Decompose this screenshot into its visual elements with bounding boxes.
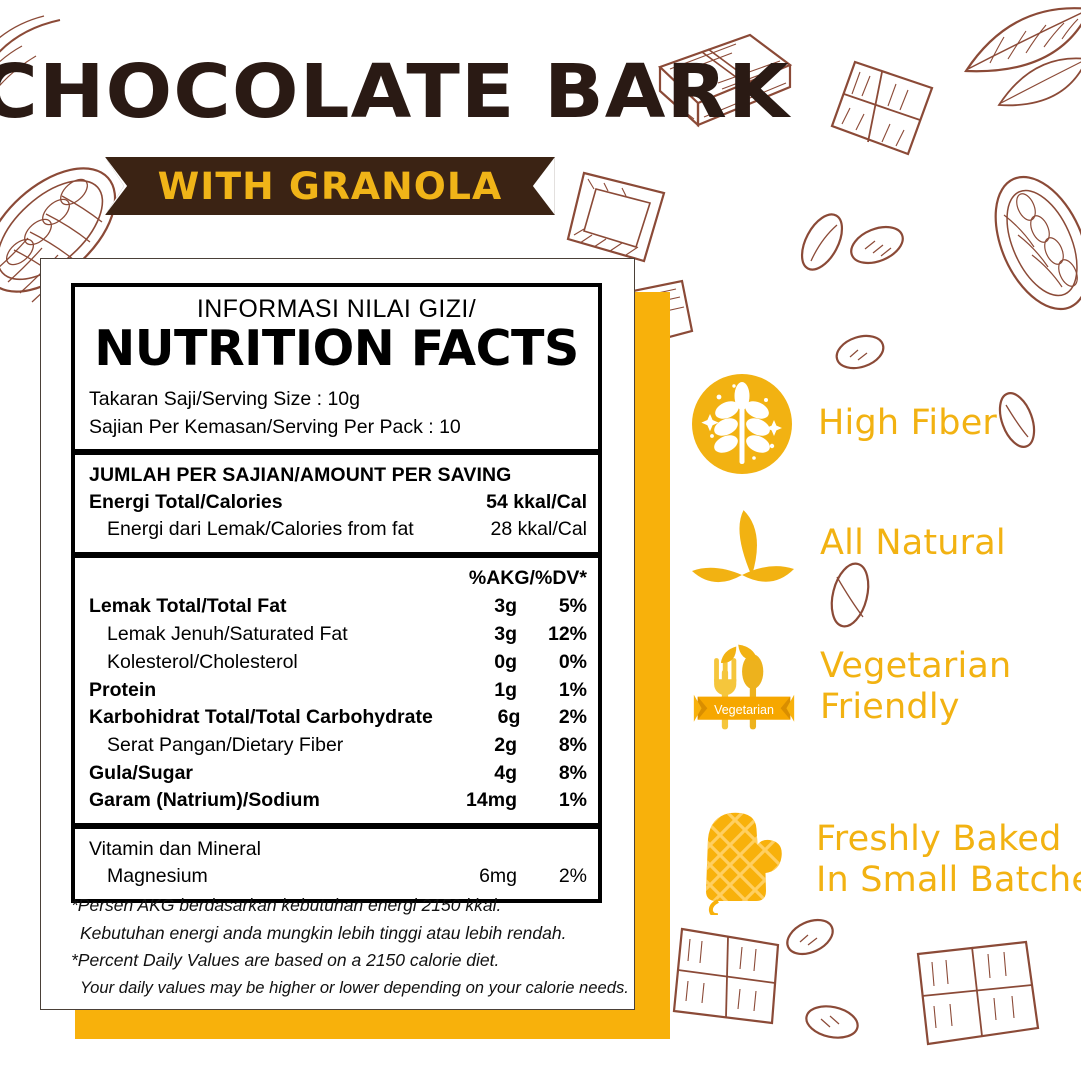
feature-line-1: Freshly Baked: [816, 818, 1062, 859]
footnotes: *Persen AKG berdasarkan kebutuhan energi…: [71, 892, 631, 1001]
subtitle-text: WITH GRANOLA: [157, 164, 503, 208]
feature-line-2: Friendly: [820, 687, 960, 727]
dv-header-label: %AKG/%DV*: [468, 567, 587, 590]
vegetarian-ribbon-label: Vegetarian: [714, 703, 774, 717]
almond-sketch-1: [795, 205, 850, 280]
oven-mitt-icon: [700, 805, 798, 915]
feature-line-1: Vegetarian: [820, 645, 1012, 686]
nutrient-label: Kolesterol/Cholesterol: [107, 650, 298, 673]
nutrient-amount: 4g: [494, 761, 517, 784]
table-row: Kolesterol/Cholesterol 0g 0%: [86, 649, 587, 677]
nutrition-facts-box: INFORMASI NILAI GIZI/ NUTRITION FACTS Ta…: [71, 283, 602, 903]
vitamins-section: Vitamin dan Mineral Magnesium 6mg 2%: [75, 829, 598, 899]
table-row: Gula/Sugar 4g 8%: [86, 760, 587, 788]
feature-freshly-baked: Freshly Baked In Small Batches: [700, 805, 1081, 915]
nutrient-label: Lemak Jenuh/Saturated Fat: [107, 623, 348, 646]
chocolate-square-sketch-2: [660, 915, 795, 1045]
chocolate-square-sketch-3: [900, 930, 1050, 1065]
nutrient-amount: 3g: [494, 623, 517, 646]
table-row: Lemak Jenuh/Saturated Fat 3g 12%: [86, 621, 587, 649]
feature-line-1: All Natural: [820, 523, 1006, 564]
nutrient-amount: 14mg: [466, 789, 517, 812]
page-title: CHOCOLATE BARK: [0, 49, 790, 135]
calories-from-fat-label: Energi dari Lemak/Calories from fat: [107, 518, 414, 541]
table-row: Lemak Total/Total Fat 3g 5%: [86, 593, 587, 621]
nutrient-dv: 2%: [558, 706, 587, 729]
table-row: Karbohidrat Total/Total Carbohydrate 6g …: [86, 704, 587, 732]
nutrient-amount: 1g: [494, 678, 517, 701]
feature-label: Freshly Baked In Small Batches: [816, 819, 1081, 902]
nutrition-heading-indonesian: INFORMASI NILAI GIZI/: [196, 295, 477, 323]
calories-section: JUMLAH PER SAJIAN/AMOUNT PER SAVING Ener…: [75, 455, 598, 559]
nutrition-heading-section: INFORMASI NILAI GIZI/ NUTRITION FACTS Ta…: [75, 287, 598, 456]
serving-info: Takaran Saji/Serving Size : 10g Sajian P…: [86, 380, 587, 450]
cacao-pod-sketch-right: [970, 155, 1081, 330]
nutrient-amount: 6g: [497, 706, 521, 729]
calories-label: Energi Total/Calories: [89, 490, 283, 513]
nutrient-amount: 3g: [494, 595, 517, 618]
nutrients-section: %AKG/%DV* Lemak Total/Total Fat 3g 5% Le…: [75, 558, 598, 829]
vitamins-title: Vitamin dan Mineral: [89, 837, 261, 860]
footnote-line: Kebutuhan energi anda mungkin lebih ting…: [80, 922, 567, 943]
amount-per-serving-header: JUMLAH PER SAJIAN/AMOUNT PER SAVING: [89, 464, 512, 487]
feature-high-fiber: High Fiber: [688, 370, 997, 478]
feature-label: High Fiber: [818, 403, 997, 444]
nutrient-dv: 0%: [558, 650, 587, 673]
nutrient-dv: 8%: [558, 761, 587, 784]
nutrient-dv: 5%: [558, 595, 587, 618]
nutrient-label: Gula/Sugar: [89, 761, 194, 784]
feature-line-1: High Fiber: [818, 403, 998, 444]
nutrient-dv: 1%: [558, 789, 587, 812]
almond-sketch-2: [990, 385, 1045, 455]
calories-row: Energi Total/Calories 54 kkal/Cal: [86, 489, 587, 517]
cacao-leaf-sketch: [960, 5, 1081, 85]
feature-vegetarian: Vegetarian Vegetarian Friendly: [690, 635, 1011, 739]
table-row: Protein 1g 1%: [86, 677, 587, 705]
nutrient-amount: 2g: [494, 733, 517, 756]
nutrient-label: Protein: [89, 678, 157, 701]
nutrient-dv: 8%: [558, 733, 587, 756]
calories-from-fat-value: 28 kkal/Cal: [490, 518, 587, 541]
nutrition-card: INFORMASI NILAI GIZI/ NUTRITION FACTS Ta…: [40, 258, 635, 1010]
table-row: Serat Pangan/Dietary Fiber 2g 8%: [86, 732, 587, 760]
nutrient-amount: 0g: [494, 650, 517, 673]
feature-label: All Natural: [820, 523, 1006, 564]
footnote-line: *Persen AKG berdasarkan kebutuhan energi…: [71, 895, 502, 915]
vitamin-label: Magnesium: [107, 865, 208, 888]
leaves-icon: [690, 505, 798, 583]
feature-line-2: In Small Batches: [816, 860, 1081, 900]
nutrient-label: Serat Pangan/Dietary Fiber: [107, 733, 344, 756]
footnote-line: Your daily values may be higher or lower…: [80, 977, 629, 997]
ribbon-notch-right: [532, 157, 555, 215]
subtitle-ribbon: WITH GRANOLA: [0, 155, 660, 217]
calories-value: 54 kkal/Cal: [486, 490, 587, 513]
serving-per-pack: Sajian Per Kemasan/Serving Per Pack : 10: [89, 416, 461, 439]
dv-header-spacer: [89, 566, 425, 591]
feature-label: Vegetarian Friendly: [820, 646, 1011, 729]
vitamin-amount: 6mg: [479, 865, 517, 888]
nutrient-label: Lemak Total/Total Fat: [89, 595, 287, 618]
ribbon-notch-left: [105, 157, 128, 215]
daily-value-header: %AKG/%DV*: [86, 558, 587, 593]
table-row: Magnesium 6mg 2%: [86, 863, 587, 899]
cacao-bean-sketch-3: [780, 910, 840, 965]
cacao-bean-sketch-1: [845, 215, 910, 275]
nutrient-label: Karbohidrat Total/Total Carbohydrate: [89, 706, 433, 729]
calories-from-fat-row: Energi dari Lemak/Calories from fat 28 k…: [86, 516, 587, 552]
table-row: Garam (Natrium)/Sodium 14mg 1%: [86, 787, 587, 823]
serving-size: Takaran Saji/Serving Size : 10g: [89, 387, 360, 410]
feature-all-natural: All Natural: [690, 505, 1006, 583]
footnote-line: *Percent Daily Values are based on a 215…: [71, 950, 500, 971]
chocolate-square-sketch-1: [820, 50, 945, 165]
nutrient-dv: 1%: [558, 678, 587, 701]
nutrient-label: Garam (Natrium)/Sodium: [89, 789, 320, 812]
wheat-circle-icon: [688, 370, 796, 478]
cacao-bean-sketch-4: [800, 995, 865, 1050]
nutrient-dv: 12%: [547, 623, 587, 646]
nutrition-heading-english: NUTRITION FACTS: [94, 320, 579, 377]
cacao-leaf-sketch-2: [995, 55, 1081, 115]
vitamin-dv: 2%: [558, 865, 587, 888]
vegetarian-utensils-icon: Vegetarian: [690, 635, 798, 739]
